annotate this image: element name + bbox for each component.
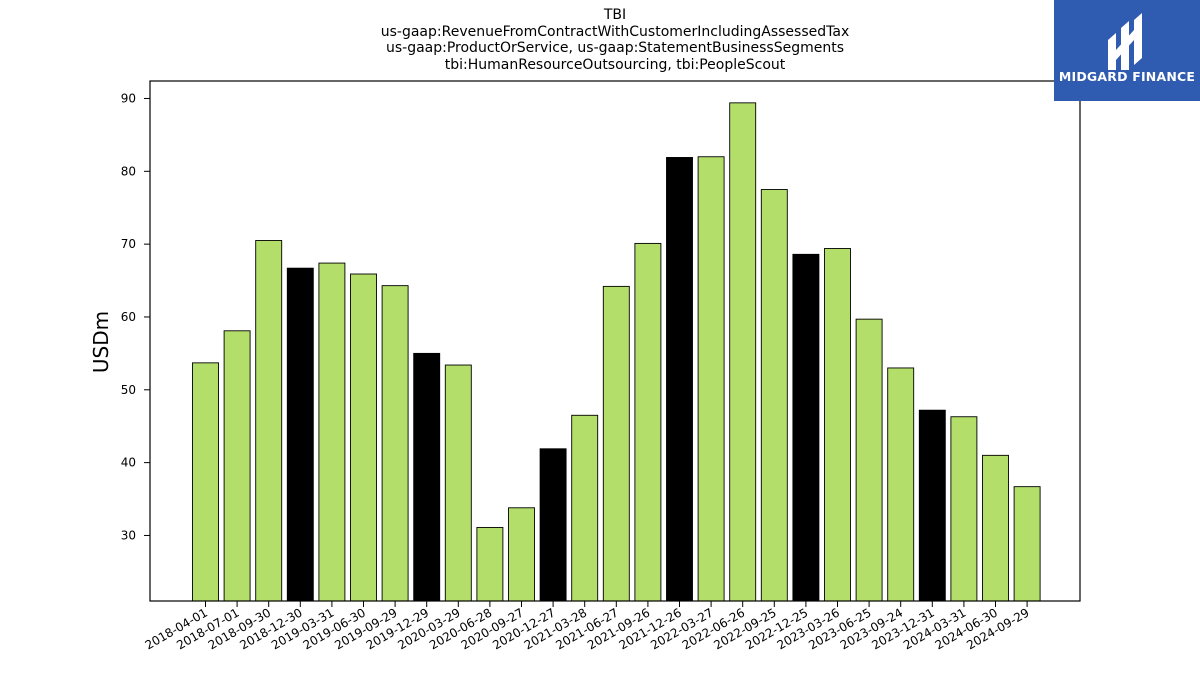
bar-2018-04-01 [192, 362, 219, 602]
logo-text: MIDGARD FINANCE [1059, 69, 1195, 84]
bar-2021-06-27 [602, 285, 630, 602]
y-tick-label: 90 [121, 91, 136, 105]
bar-2023-06-25 [855, 318, 883, 602]
bar-2021-12-26 [666, 157, 693, 602]
bar-2019-09-29 [381, 285, 409, 602]
bar-2024-06-30 [982, 454, 1009, 602]
bar-2020-12-27 [539, 448, 567, 602]
bar-2018-09-30 [255, 240, 283, 602]
bar-2018-07-01 [223, 330, 251, 602]
x-axis-ticks: 2018-04-012018-07-012018-09-302018-12-30… [143, 601, 1032, 652]
bar-2023-03-26 [824, 248, 851, 602]
bar-2024-09-29 [1013, 486, 1041, 602]
bar-2020-03-29 [444, 364, 472, 602]
bar-2023-12-31 [918, 409, 946, 602]
bar-2018-12-30 [286, 267, 314, 602]
y-axis-ticks: 30 40 50 60 70 80 90 [121, 91, 150, 542]
logo: MIDGARD FINANCE [1054, 0, 1200, 101]
y-tick-label: 60 [121, 310, 136, 324]
y-tick-label: 40 [121, 456, 136, 470]
bar-2022-03-27 [697, 156, 725, 602]
chart-title-line-1: TBI [603, 7, 626, 23]
y-axis-label: USDm [89, 311, 113, 373]
plot-frame [149, 80, 1081, 602]
bar-2024-03-31 [950, 416, 978, 602]
bar-2020-09-27 [508, 507, 535, 602]
bar-2022-06-26 [729, 102, 757, 602]
bar-2021-03-28 [571, 414, 599, 602]
chart-title: TBI us-gaap:RevenueFromContractWithCusto… [381, 7, 850, 73]
chart-title-line-4: tbi:HumanResourceOutsourcing, tbi:People… [445, 57, 786, 73]
bar-2019-03-31 [318, 262, 346, 602]
y-tick-label: 80 [121, 164, 136, 178]
bar-2019-06-30 [350, 273, 377, 602]
bar-2022-12-25 [792, 253, 820, 602]
logo-mark-icon [1108, 13, 1142, 70]
bar-2020-06-28 [476, 526, 504, 602]
bar-2023-09-24 [887, 367, 915, 602]
y-tick-label: 50 [121, 383, 136, 397]
chart-title-line-3: us-gaap:ProductOrService, us-gaap:Statem… [386, 40, 844, 56]
y-tick-label: 70 [121, 237, 136, 251]
bar-2022-09-25 [760, 189, 788, 602]
bar-2019-12-29 [413, 352, 441, 602]
chart-title-line-2: us-gaap:RevenueFromContractWithCustomerI… [381, 24, 850, 40]
bars-group [192, 102, 1041, 602]
bar-2021-09-26 [634, 242, 662, 602]
y-tick-label: 30 [121, 528, 136, 542]
